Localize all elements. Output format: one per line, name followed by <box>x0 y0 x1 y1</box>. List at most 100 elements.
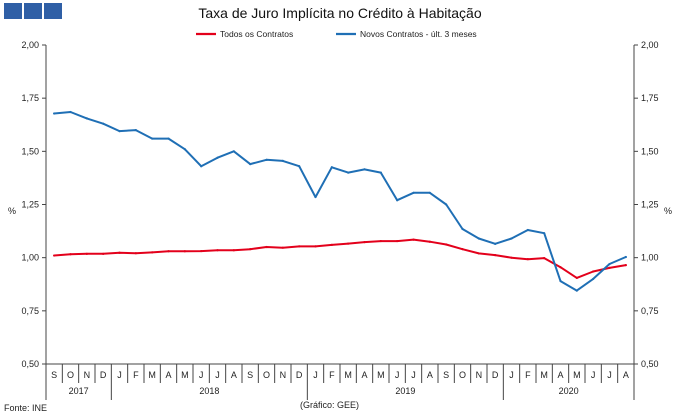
x-tick-label-month: M <box>377 370 385 380</box>
series-point-0 <box>608 266 611 269</box>
series-line-1 <box>53 111 627 292</box>
x-tick-label-month: M <box>148 370 156 380</box>
x-tick-label-month: A <box>165 370 171 380</box>
x-tick-label-month: J <box>395 370 400 380</box>
series-point-0 <box>183 250 186 253</box>
series-point-1 <box>102 122 105 125</box>
x-tick-label-month: J <box>215 370 220 380</box>
x-tick-label-month: N <box>476 370 483 380</box>
series-point-0 <box>379 239 382 243</box>
series-point-1 <box>314 195 317 199</box>
series-point-1 <box>183 148 186 151</box>
y-tick-label-right: 1,00 <box>641 253 659 263</box>
x-tick-label-month: A <box>361 370 367 380</box>
series-point-0 <box>510 256 513 259</box>
x-tick-label-month: A <box>231 370 237 380</box>
series-point-0 <box>167 250 170 253</box>
x-tick-label-month: F <box>133 370 139 380</box>
series-point-0 <box>232 249 235 252</box>
series-point-1 <box>134 128 137 132</box>
series-point-1 <box>624 255 627 259</box>
y-tick-label-right: 1,75 <box>641 93 659 103</box>
x-tick-label-month: J <box>313 370 318 380</box>
x-tick-label-month: F <box>525 370 531 380</box>
series-point-1 <box>216 156 219 159</box>
x-tick-label-month: O <box>67 370 74 380</box>
y-tick-label-left: 1,50 <box>21 146 39 156</box>
x-tick-label-month: J <box>411 370 416 380</box>
series-point-1 <box>559 279 562 283</box>
series-point-1 <box>428 191 431 194</box>
x-tick-label-month: S <box>443 370 449 380</box>
y-tick-label-right: 1,25 <box>641 200 659 210</box>
x-tick-label-year: 2017 <box>69 386 89 396</box>
x-tick-label-month: S <box>247 370 253 380</box>
series-point-1 <box>379 171 382 174</box>
series-point-0 <box>363 241 366 244</box>
series-point-0 <box>575 276 578 279</box>
series-point-0 <box>200 249 203 253</box>
chart-title: Taxa de Juro Implícita no Crédito à Habi… <box>198 5 482 21</box>
series-point-0 <box>494 254 497 257</box>
y-tick-label-right: 0,75 <box>641 306 659 316</box>
series-line-0 <box>53 238 627 279</box>
x-tick-label-month: D <box>492 370 499 380</box>
y-tick-label-right: 2,00 <box>641 40 659 50</box>
series-point-0 <box>428 240 431 243</box>
x-tick-label-month: O <box>263 370 270 380</box>
series-point-0 <box>624 264 627 267</box>
x-tick-label-month: A <box>557 370 563 380</box>
series-point-1 <box>53 112 56 115</box>
series-point-1 <box>265 158 268 161</box>
y-tick-label-left: 0,75 <box>21 306 39 316</box>
series-point-0 <box>445 243 448 246</box>
series-point-1 <box>347 171 350 174</box>
x-tick-label-month: M <box>540 370 548 380</box>
y-tick-label-left: 1,00 <box>21 253 39 263</box>
x-tick-label-month: J <box>199 370 204 380</box>
x-tick-label-month: O <box>459 370 466 380</box>
x-tick-label-month: S <box>51 370 57 380</box>
series-point-1 <box>575 289 578 292</box>
legend-label-1: Novos Contratos - últ. 3 meses <box>360 29 477 39</box>
series-point-0 <box>249 248 252 251</box>
x-tick-label-month: J <box>591 370 596 380</box>
series-point-0 <box>102 252 105 255</box>
series-point-1 <box>363 168 366 171</box>
x-tick-label-month: N <box>84 370 91 380</box>
x-tick-label-month: N <box>280 370 287 380</box>
series-point-1 <box>543 232 546 235</box>
logo-square-2 <box>24 3 42 19</box>
x-tick-label-month: D <box>296 370 303 380</box>
series-point-1 <box>494 242 497 245</box>
series-point-1 <box>232 150 235 153</box>
series-point-1 <box>412 191 415 194</box>
series-point-0 <box>396 239 399 243</box>
x-tick-label-month: D <box>100 370 107 380</box>
series-point-1 <box>510 237 513 240</box>
series-point-1 <box>461 227 464 231</box>
x-tick-label-month: M <box>344 370 352 380</box>
legend-label-0: Todos os Contratos <box>220 29 293 39</box>
x-tick-label-year: 2019 <box>395 386 415 396</box>
series-point-0 <box>151 251 154 254</box>
x-tick-label-month: A <box>427 370 433 380</box>
x-tick-label-month: F <box>329 370 335 380</box>
series-point-1 <box>85 117 88 120</box>
source-note: Fonte: INE <box>4 403 48 413</box>
series-point-1 <box>200 165 203 168</box>
series-point-0 <box>85 252 88 255</box>
x-tick-label-month: M <box>181 370 189 380</box>
series-point-0 <box>477 252 480 255</box>
y-tick-label-left: 0,50 <box>21 359 39 369</box>
logo-square-1 <box>4 3 22 19</box>
series-point-1 <box>396 199 399 202</box>
series-point-1 <box>608 262 611 266</box>
y-tick-label-right: 0,50 <box>641 359 659 369</box>
series-point-0 <box>330 243 333 247</box>
series-point-1 <box>330 166 333 169</box>
series-point-0 <box>216 249 219 252</box>
series-point-0 <box>526 258 529 261</box>
x-tick-label-month: A <box>623 370 629 380</box>
